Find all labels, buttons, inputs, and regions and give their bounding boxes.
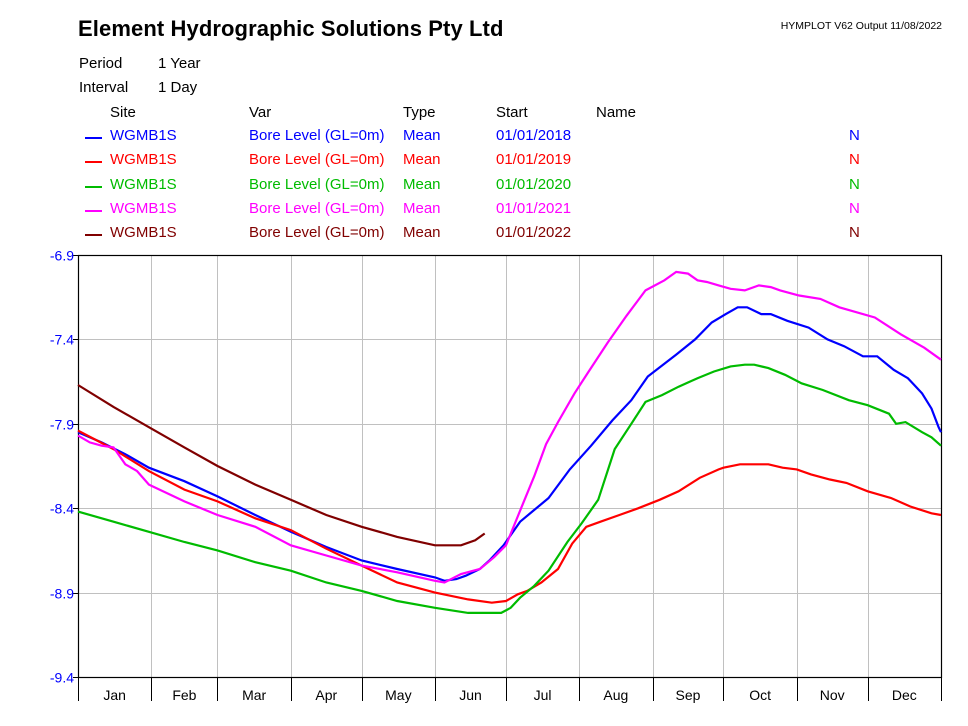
interval-value: 1 Day [158, 79, 198, 96]
x-tick-label: Sep [676, 687, 701, 703]
x-tick-label: Feb [172, 687, 196, 703]
legend-flag: N [849, 175, 860, 193]
legend-site: WGMB1S [110, 127, 177, 144]
interval-label: Interval [79, 79, 129, 96]
series-line [77, 363, 942, 614]
legend-flag: N [849, 199, 860, 217]
legend-swatch [85, 185, 102, 188]
legend-flag: N [849, 151, 860, 169]
legend-site: WGMB1S [110, 224, 177, 242]
x-tick-label: Nov [820, 687, 845, 703]
legend-swatch [85, 234, 102, 237]
x-tick-label: Aug [603, 687, 628, 703]
legend-row: WGMB1S Bore Level (GL=0m) Mean 01/01/2018 N [0, 127, 968, 149]
legend-swatch [85, 161, 102, 164]
legend-row: WGMB1S Bore Level (GL=0m) Mean 01/01/2021 N [0, 200, 968, 222]
x-tick-label: Jun [459, 687, 482, 703]
series-line [77, 306, 942, 582]
y-tick-label: -9.4 [50, 670, 74, 686]
legend-type: Mean [403, 151, 441, 169]
legend-row: WGMB1S Bore Level (GL=0m) Mean 01/01/2020 N [0, 176, 968, 198]
x-tick-label: Mar [242, 687, 266, 703]
legend-type: Mean [403, 199, 441, 217]
legend-row: WGMB1S Bore Level (GL=0m) Mean 01/01/2019 N [0, 151, 968, 173]
y-tick-label: -7.4 [50, 332, 74, 348]
y-tick-label: -7.9 [50, 417, 74, 433]
x-tick-label: May [385, 687, 411, 703]
legend-header-name: Name [596, 104, 637, 121]
report-title: Element Hydrographic Solutions Pty Ltd [78, 16, 504, 41]
x-tick-label: Jul [534, 687, 552, 703]
x-tick-label: Oct [749, 687, 771, 703]
legend-flag: N [849, 127, 860, 144]
legend-row: WGMB1S Bore Level (GL=0m) Mean 01/01/2022 N [0, 224, 968, 246]
series-line [77, 384, 486, 547]
period-value: 1 Year [158, 55, 201, 72]
legend-flag: N [849, 224, 860, 242]
legend-type: Mean [403, 127, 441, 144]
output-meta: HYMPLOT V62 Output 11/08/2022 [780, 20, 942, 32]
legend-header-site: Site [110, 104, 136, 121]
legend-swatch [85, 209, 102, 212]
legend-var: Bore Level (GL=0m) [249, 224, 385, 242]
legend-start: 01/01/2022 [496, 224, 572, 242]
series-line [77, 270, 942, 584]
x-tick-label: Jan [103, 687, 126, 703]
y-tick-label: -8.4 [50, 501, 74, 517]
y-tick-label: -8.9 [50, 586, 74, 602]
x-tick-label: Apr [315, 687, 337, 703]
legend-header-var: Var [249, 104, 272, 121]
legend-site: WGMB1S [110, 175, 177, 193]
legend-header-start: Start [496, 104, 528, 121]
legend-site: WGMB1S [110, 199, 177, 217]
y-tick-label: -6.9 [50, 248, 74, 264]
legend-swatch [85, 137, 102, 139]
legend-site: WGMB1S [110, 151, 177, 169]
legend-type: Mean [403, 175, 441, 193]
period-label: Period [79, 55, 123, 72]
legend-header-type: Type [403, 104, 436, 121]
legend-type: Mean [403, 224, 441, 242]
legend-start: 01/01/2020 [496, 175, 572, 193]
x-tick-label: Dec [892, 687, 917, 703]
plot-frame [77, 254, 943, 679]
legend-start: 01/01/2021 [496, 199, 572, 217]
legend-start: 01/01/2019 [496, 151, 572, 169]
legend-var: Bore Level (GL=0m) [249, 175, 385, 193]
legend-var: Bore Level (GL=0m) [249, 127, 385, 144]
series-line [77, 429, 942, 604]
legend-var: Bore Level (GL=0m) [249, 199, 385, 217]
legend-start: 01/01/2018 [496, 127, 572, 144]
legend-var: Bore Level (GL=0m) [249, 151, 385, 169]
